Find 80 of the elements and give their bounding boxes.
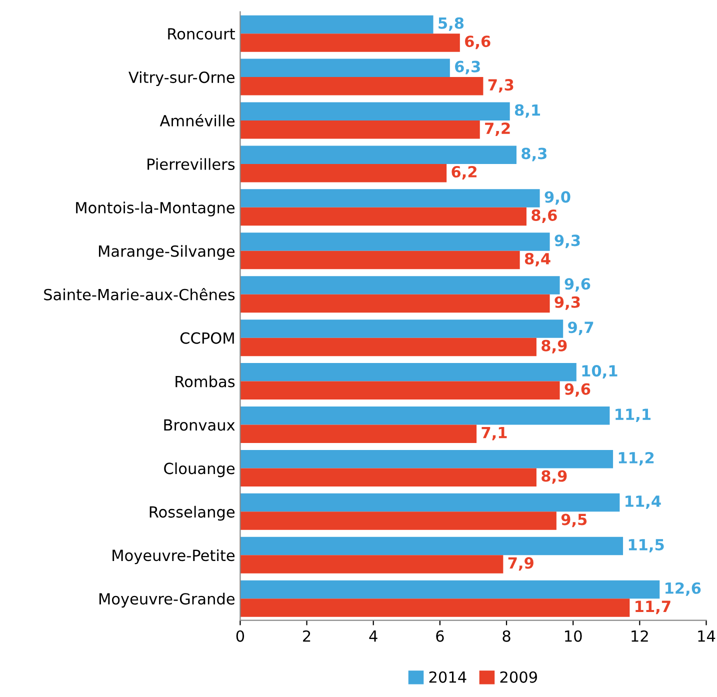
data-label: 8,3: [522, 148, 547, 162]
bar: [240, 232, 550, 251]
data-label: 7,9: [508, 557, 534, 571]
data-label: 6,2: [452, 166, 476, 180]
bar: [240, 102, 510, 121]
bar: [240, 120, 480, 139]
data-label: 5,8: [438, 17, 464, 31]
bar: [240, 381, 560, 400]
data-label: 7,3: [488, 79, 514, 93]
y-tick-label: Marange-Silvange: [98, 245, 235, 260]
y-tick-label: Roncourt: [168, 28, 235, 40]
data-label: 9,6: [564, 383, 590, 397]
data-label: 8,4: [524, 252, 550, 266]
bar: [240, 363, 576, 382]
bar: [240, 58, 450, 78]
bar: [240, 468, 536, 486]
data-label: 11,1: [616, 408, 651, 422]
y-tick-label: Amnéville: [160, 114, 235, 127]
bar: [240, 512, 556, 530]
data-label: 11,5: [628, 539, 664, 552]
bar: [240, 424, 477, 443]
x-tick-label: 6: [436, 630, 444, 642]
legend-label: 2009: [500, 671, 537, 683]
y-tick-label: Montois-la-Montagne: [76, 202, 235, 216]
data-label: 7,1: [482, 426, 507, 440]
x-tick-label: 2: [303, 630, 310, 642]
bar: [240, 536, 624, 556]
bar: [240, 580, 660, 599]
data-label: 12,6: [666, 582, 701, 596]
data-label: 9,3: [554, 234, 580, 248]
x-tick-label: 0: [236, 630, 244, 642]
y-tick-label: Pierrevillers: [148, 158, 235, 170]
y-tick-label: Clouange: [164, 462, 235, 478]
bar: [240, 276, 560, 294]
bar: [240, 207, 526, 226]
bar: [240, 77, 484, 96]
bar: [240, 450, 614, 468]
x-tick-label: 12: [632, 630, 648, 642]
bar: [240, 598, 630, 617]
data-label: 10,1: [582, 365, 618, 379]
y-tick-label: CCPOM: [180, 332, 234, 344]
bar: [240, 555, 504, 574]
y-tick-label: Rosselange: [150, 506, 235, 521]
data-label: 11,2: [618, 452, 654, 466]
data-label: 11,7: [636, 600, 670, 614]
data-label: 6,3: [455, 60, 480, 74]
bar: [240, 406, 610, 425]
data-label: 9,5: [561, 514, 587, 528]
bar: [240, 493, 620, 512]
x-tick-label: 8: [502, 630, 510, 642]
data-label: 6,6: [465, 36, 490, 50]
y-tick-label: Moyeuvre-Petite: [112, 549, 235, 564]
data-label: 8,9: [542, 340, 567, 354]
y-tick-label: Vitry-sur-Orne: [128, 71, 235, 86]
y-tick-label: Moyeuvre-Grande: [99, 592, 235, 608]
x-tick-label: 4: [369, 630, 378, 642]
y-tick-label: Rombas: [176, 375, 235, 388]
data-label: 8,6: [532, 209, 557, 223]
legend-label: 2014: [429, 671, 466, 683]
bar: [240, 250, 520, 270]
bar: [240, 294, 550, 313]
data-label: 11,4: [626, 496, 661, 509]
data-label: 9,6: [564, 278, 590, 292]
x-tick-label: 10: [565, 630, 582, 642]
x-tick-label: 14: [698, 630, 716, 642]
bar: [240, 164, 447, 182]
data-label: 9,3: [554, 296, 580, 310]
bar: [240, 189, 540, 208]
bar: [240, 338, 536, 356]
bar: [240, 320, 564, 338]
data-label: 7,2: [485, 122, 510, 136]
y-tick-label: Sainte-Marie-aux-Chênes: [44, 288, 235, 300]
bar: [240, 15, 434, 34]
data-label: 8,9: [542, 470, 567, 484]
bar: [240, 34, 460, 52]
data-label: 9,0: [544, 191, 570, 205]
bar: [240, 146, 516, 164]
data-label: 9,7: [568, 322, 594, 336]
data-label: 8,1: [514, 104, 540, 118]
y-tick-label: Bronvaux: [164, 419, 235, 431]
